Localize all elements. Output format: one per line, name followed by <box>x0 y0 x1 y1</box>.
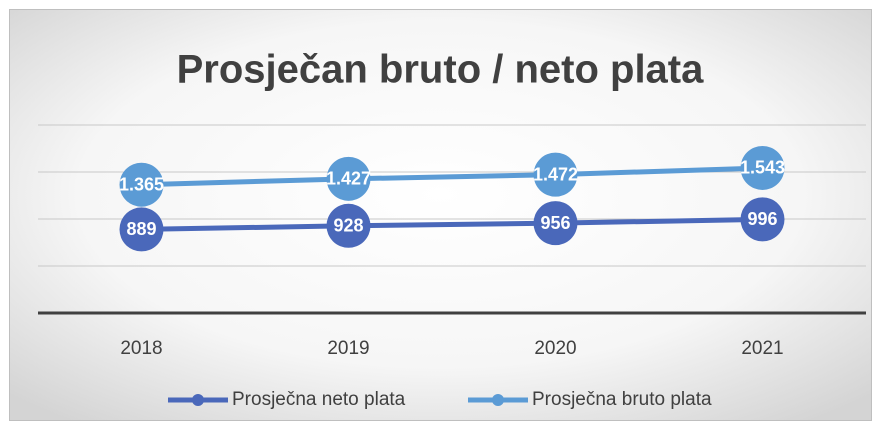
x-tick-label: 2020 <box>534 338 576 359</box>
chart-title: Prosječan bruto / neto plata <box>177 48 705 92</box>
data-label: 1.543 <box>740 158 785 178</box>
data-label: 1.365 <box>119 174 164 194</box>
legend-marker <box>492 394 504 406</box>
data-point <box>740 145 785 190</box>
x-tick-label: 2018 <box>120 338 162 359</box>
legend-marker <box>192 394 204 406</box>
legend-label: Prosječna bruto plata <box>532 389 712 410</box>
data-label: 996 <box>747 209 777 229</box>
data-point <box>326 156 371 201</box>
data-point <box>326 203 371 248</box>
data-point <box>533 201 578 246</box>
data-label: 1.472 <box>533 164 578 184</box>
series-line <box>139 216 765 232</box>
data-point <box>740 197 785 242</box>
data-label: 889 <box>126 219 156 239</box>
data-label: 928 <box>333 216 363 236</box>
x-tick-label: 2019 <box>327 338 369 359</box>
series-line <box>139 165 765 188</box>
x-tick-label: 2021 <box>741 338 783 359</box>
data-label: 956 <box>540 213 570 233</box>
data-point <box>533 152 578 197</box>
legend-label: Prosječna neto plata <box>232 389 406 410</box>
data-label: 1.427 <box>326 169 371 189</box>
data-point <box>119 162 164 207</box>
data-point <box>119 207 164 252</box>
